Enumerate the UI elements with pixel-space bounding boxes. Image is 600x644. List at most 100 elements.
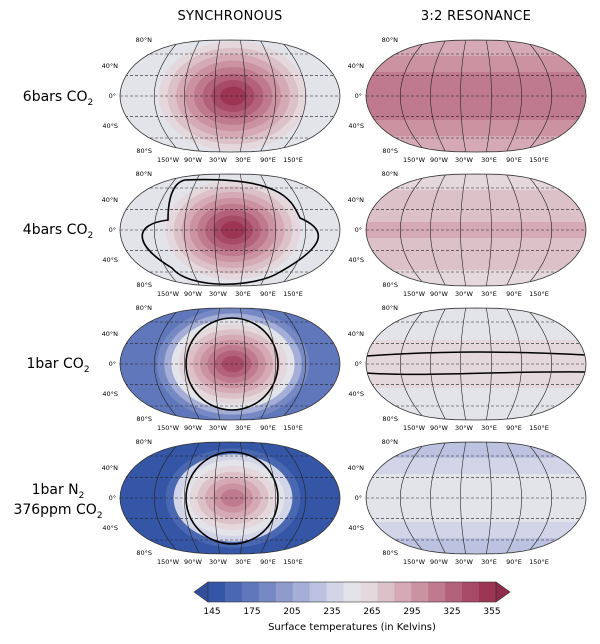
column-title-resonance: 3:2 RESONANCE [421, 9, 531, 24]
longitude-label: 30°W [455, 424, 474, 432]
latitude-label: 0° [355, 360, 362, 368]
meridian-line [505, 40, 522, 152]
meridian-line [485, 442, 492, 554]
meridian-line [279, 40, 307, 152]
longitude-label: 150°W [403, 290, 426, 298]
map-panel: 80°N 40°N 0° 40°S 80°S 150°W 90°W 30°W 30°E 90°E 1… [102, 304, 341, 432]
meridian-line [525, 308, 553, 420]
longitude-label: 30°W [209, 156, 228, 164]
colorbar-swatch [208, 582, 226, 602]
latitude-label: 40°N [102, 464, 119, 472]
latitude-label: 80°N [382, 438, 399, 446]
row-label-4-sub: 2 [79, 491, 85, 501]
colorbar-tick-label: 235 [323, 607, 340, 617]
column-title-synchronous: SYNCHRONOUS [177, 9, 282, 24]
meridian-line [153, 442, 181, 554]
latitude-label: 0° [109, 226, 116, 234]
map-outline [365, 173, 587, 287]
longitude-label: 90°W [184, 558, 203, 566]
colorbar-swatch [462, 582, 480, 602]
longitude-label: 150°E [283, 424, 303, 432]
temperature-band [366, 324, 586, 341]
temperature-band [366, 104, 586, 121]
longitude-label: 150°E [283, 558, 303, 566]
latitude-label: 80°S [136, 415, 152, 423]
meridian-line [460, 308, 467, 420]
temperature-band [366, 388, 586, 405]
map-outline [119, 39, 341, 153]
map-outline [119, 441, 341, 555]
latitude-label: 80°N [136, 170, 153, 178]
meridian-line [153, 174, 181, 286]
colorbar-swatch [394, 582, 412, 602]
meridian-line [399, 308, 427, 420]
temperature-band [366, 404, 586, 420]
meridian-line [485, 174, 492, 286]
longitude-label: 90°E [260, 156, 276, 164]
map-outline [365, 39, 587, 153]
longitude-label: 90°W [184, 156, 203, 164]
latitude-label: 80°N [136, 304, 153, 312]
row-label-3-sub: 2 [84, 365, 90, 375]
meridian-line [279, 442, 307, 554]
row-label-4: 1bar N2 376ppm CO2 [13, 482, 102, 521]
colorbar-tick-label: 175 [243, 607, 260, 617]
colorbar-swatch [377, 582, 395, 602]
longitude-label: 90°E [506, 290, 522, 298]
meridian-line [485, 40, 492, 152]
meridian-line [184, 308, 201, 420]
row-label-2-main: 4bars CO [23, 222, 88, 238]
latitude-label: 80°N [382, 304, 399, 312]
colorbar-swatch [275, 582, 294, 602]
latitude-label: 40°S [348, 390, 364, 398]
colorbar-swatch [428, 582, 446, 602]
longitude-label: 90°W [184, 424, 203, 432]
latitude-label: 40°N [102, 330, 119, 338]
temperature-band [366, 538, 586, 554]
row-label-3: 1bar CO2 [26, 356, 89, 375]
svg-text:376ppm CO2: 376ppm CO2 [13, 502, 102, 521]
latitude-label: 40°S [348, 256, 364, 264]
temperature-band [366, 56, 586, 73]
meridian-line [239, 40, 246, 152]
row-label-1-main: 6bars CO [23, 89, 88, 105]
latitude-label: 40°S [102, 122, 118, 130]
longitude-label: 90°E [506, 424, 522, 432]
longitude-label: 30°E [481, 290, 497, 298]
map-panel: 80°N 40°N 0° 40°S 80°S 150°W 90°W 30°W 30°E 90°E 1… [102, 438, 341, 566]
freezing-contour [141, 178, 320, 286]
colorbar-swatch [326, 582, 344, 602]
row-label-1: 6bars CO2 [23, 89, 93, 108]
colorbar-swatch [241, 582, 260, 602]
row-label-4-line2-sub: 2 [97, 511, 103, 521]
colorbar-high-extend [495, 581, 511, 603]
temperature-band [366, 522, 586, 539]
temperature-band [366, 254, 586, 271]
meridian-line [239, 308, 246, 420]
meridian-line [460, 40, 467, 152]
colorbar-tick-label: 325 [443, 607, 460, 617]
latitude-label: 80°S [382, 147, 398, 155]
latitude-label: 40°N [348, 330, 365, 338]
longitude-label: 90°E [506, 156, 522, 164]
colorbar-swatch [309, 582, 327, 602]
latitude-label: 80°S [382, 281, 398, 289]
meridian-line [430, 174, 447, 286]
meridian-line [153, 40, 181, 152]
longitude-label: 30°W [455, 156, 474, 164]
meridian-line [259, 442, 276, 554]
latitude-label: 0° [109, 494, 116, 502]
latitude-label: 40°N [102, 196, 119, 204]
colorbar-tick-label: 355 [483, 607, 500, 617]
row-label-4-line2: 376ppm CO [13, 502, 96, 518]
colorbar-tick-label: 205 [283, 607, 300, 617]
meridian-line [525, 40, 553, 152]
meridian-line [505, 174, 522, 286]
longitude-label: 150°E [529, 558, 549, 566]
colorbar-swatch [292, 582, 311, 602]
row-label-4-main: 1bar N [32, 482, 79, 498]
temperature-band [366, 372, 586, 389]
longitude-label: 90°E [260, 558, 276, 566]
colorbar-swatch [343, 582, 361, 602]
longitude-label: 30°E [481, 156, 497, 164]
